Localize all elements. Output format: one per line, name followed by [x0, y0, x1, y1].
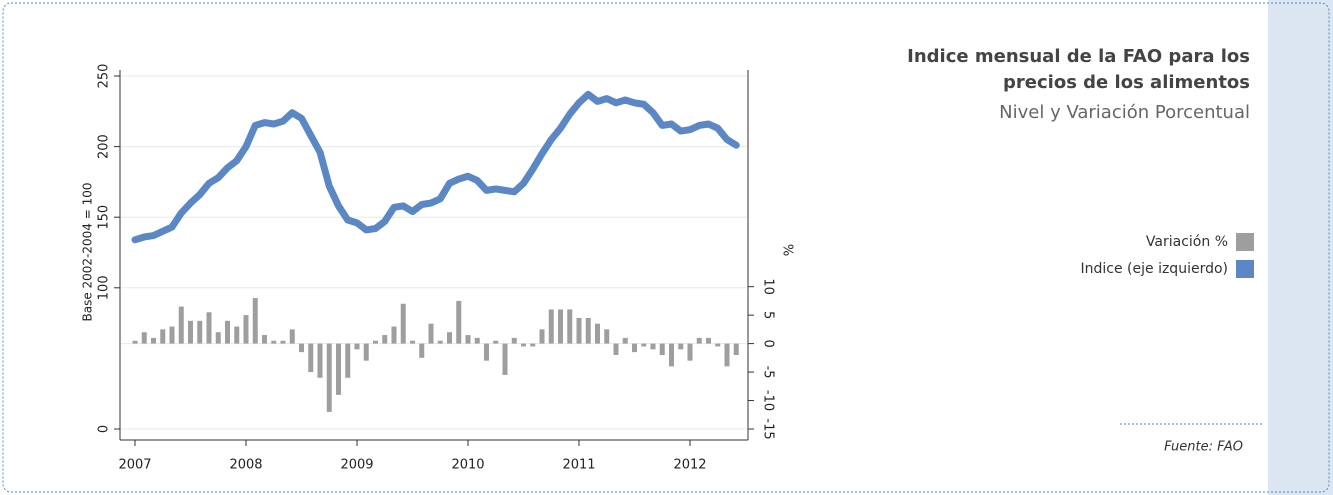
bar [188, 320, 193, 344]
bar [687, 343, 693, 361]
x-tick-label: 2008 [229, 458, 262, 473]
y2-tick-label: -10 [761, 390, 776, 411]
bar [299, 343, 304, 353]
bar [400, 303, 406, 344]
bar [576, 317, 582, 344]
bar [354, 343, 360, 350]
y2-tick-label: 0 [761, 339, 776, 347]
bar [567, 309, 573, 344]
bar [178, 306, 184, 344]
bar [410, 340, 415, 344]
bar [151, 337, 156, 344]
bar [733, 343, 739, 355]
bar [437, 340, 443, 344]
chart-title: precios de los alimentos [1003, 72, 1250, 93]
bar [669, 343, 674, 367]
y2-tick-label: 10 [761, 278, 776, 295]
chart-subtitle: Nivel y Variación Porcentual [999, 102, 1250, 123]
y-tick-label: 250 [97, 64, 112, 89]
chart-title: Indice mensual de la FAO para los [907, 46, 1250, 67]
bar [363, 343, 369, 361]
bar [326, 343, 332, 412]
bar [511, 337, 517, 344]
x-tick-label: 2007 [118, 458, 151, 473]
bar [206, 312, 212, 344]
legend-label: Indice (eje izquierdo) [1081, 261, 1229, 277]
bar [465, 335, 471, 344]
y2-tick-label: -5 [761, 366, 776, 379]
y-tick-label: 100 [97, 275, 112, 300]
side-stripe [1268, 0, 1333, 495]
x-tick-label: 2010 [451, 458, 484, 473]
bar [317, 343, 323, 378]
bar [474, 337, 480, 344]
bar [539, 329, 545, 344]
bar [484, 343, 489, 361]
legend-swatch [1236, 260, 1254, 278]
bar [558, 309, 563, 344]
bar [622, 337, 628, 344]
bar [502, 343, 508, 375]
bar [706, 337, 711, 344]
bar [659, 343, 665, 355]
x-tick-label: 2009 [340, 458, 373, 473]
bar [373, 340, 378, 344]
bar [132, 340, 138, 344]
y2-tick-label: 5 [761, 311, 776, 319]
y2-axis-label: % [780, 244, 795, 256]
y2-tick-label: -15 [761, 418, 776, 439]
bar [382, 335, 388, 344]
bar [271, 340, 277, 344]
bar [252, 298, 258, 344]
bar [243, 315, 249, 344]
y-tick-label: 200 [97, 134, 112, 159]
y-tick-label: 150 [97, 205, 112, 230]
line [131, 90, 740, 244]
bar [493, 340, 499, 344]
bar [585, 317, 591, 344]
bar [678, 343, 684, 350]
y-tick-label: 0 [97, 425, 112, 433]
bar [696, 337, 702, 344]
bar [613, 343, 619, 355]
bar [262, 335, 267, 344]
bar [632, 343, 637, 353]
bar [289, 329, 295, 344]
x-tick-label: 2012 [673, 458, 706, 473]
bar [419, 343, 425, 358]
bar [428, 323, 434, 344]
bar [391, 326, 397, 344]
bar [215, 332, 221, 344]
bar [641, 343, 647, 347]
bar [447, 332, 452, 344]
bar [456, 300, 462, 344]
bar [604, 329, 610, 344]
bar [160, 329, 166, 344]
bar [169, 326, 175, 344]
bar [548, 309, 554, 344]
y-axis-label: Base 2002-2004 = 100 [81, 182, 95, 321]
bar [715, 343, 721, 347]
legend-label: Variación % [1146, 234, 1228, 250]
legend-swatch [1236, 233, 1254, 251]
bar [225, 320, 230, 344]
bar [650, 343, 656, 350]
bar [280, 340, 286, 344]
bar [595, 323, 600, 344]
x-tick-label: 2011 [562, 458, 595, 473]
bar [345, 343, 351, 378]
source: Fuente: FAO [1164, 440, 1243, 455]
bar [521, 343, 526, 347]
bar [530, 343, 536, 347]
bar [308, 343, 314, 373]
bar [234, 326, 240, 344]
bar [197, 320, 203, 344]
bar [724, 343, 730, 367]
bar [336, 343, 341, 395]
bar [141, 332, 147, 344]
